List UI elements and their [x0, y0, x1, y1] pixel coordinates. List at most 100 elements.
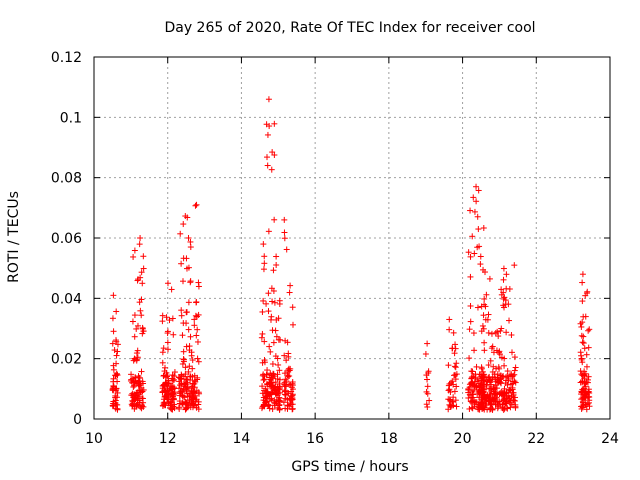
data-point [451, 363, 458, 370]
data-point [578, 352, 585, 359]
data-point [284, 339, 291, 346]
data-point [265, 308, 272, 315]
data-point [466, 405, 473, 412]
data-point [133, 325, 140, 332]
data-point [499, 392, 506, 399]
data-point [193, 201, 200, 208]
data-point [476, 390, 483, 397]
data-point [447, 389, 454, 396]
data-point [193, 298, 200, 305]
data-point [487, 357, 494, 364]
data-point [159, 359, 166, 366]
data-point [281, 216, 288, 223]
data-point [272, 400, 279, 407]
data-point [169, 315, 176, 322]
data-point [475, 376, 482, 383]
data-point [176, 385, 183, 392]
data-point [506, 394, 513, 401]
data-point [445, 396, 452, 403]
data-point [467, 318, 474, 325]
data-point [580, 340, 587, 347]
data-point [134, 322, 141, 329]
data-point [579, 298, 586, 305]
data-point [487, 377, 494, 384]
axis-ticks: 10 12 14 16 18 20 22 24 0 0.02 0.04 0.06 0.08 0.1 0.12 [51, 50, 619, 447]
data-point [486, 397, 493, 404]
data-point [501, 405, 508, 412]
data-point [479, 399, 486, 406]
data-point [583, 351, 590, 358]
data-point [185, 234, 192, 241]
data-point [426, 397, 433, 404]
data-point [502, 297, 509, 304]
data-point [167, 404, 174, 411]
data-point [473, 183, 480, 190]
data-point [504, 368, 511, 375]
data-point [580, 399, 587, 406]
data-point [113, 360, 120, 367]
data-point [501, 304, 508, 311]
data-point [170, 331, 177, 338]
data-point [109, 315, 116, 322]
data-point [482, 269, 489, 276]
data-point [474, 213, 481, 220]
data-point [582, 313, 589, 320]
data-point [188, 352, 195, 359]
data-point [269, 149, 276, 156]
data-point [494, 328, 501, 335]
data-point [452, 364, 459, 371]
data-point [578, 405, 585, 412]
data-point [452, 397, 459, 404]
data-point [473, 363, 480, 370]
data-point [507, 404, 514, 411]
data-point [263, 154, 270, 161]
data-point [267, 370, 274, 377]
data-point [477, 261, 484, 268]
data-point [424, 383, 431, 390]
data-point [110, 328, 117, 335]
data-point [165, 377, 172, 384]
grid-lines [94, 57, 610, 419]
data-point [194, 355, 201, 362]
data-point [268, 166, 275, 173]
data-point [487, 391, 494, 398]
y-tick-label: 0.08 [51, 171, 82, 187]
data-point [511, 367, 518, 374]
data-point [474, 244, 481, 251]
data-point [265, 228, 272, 235]
data-point [423, 401, 430, 408]
data-point [471, 378, 478, 385]
data-point [259, 359, 266, 366]
data-point [577, 368, 584, 375]
data-point [113, 385, 120, 392]
data-point [269, 327, 276, 334]
data-point [511, 378, 518, 385]
x-tick-label: 10 [85, 431, 103, 447]
data-point [451, 388, 458, 395]
data-point [579, 372, 586, 379]
data-point [495, 364, 502, 371]
data-point [176, 392, 183, 399]
x-tick-label: 22 [527, 431, 545, 447]
data-point [187, 238, 194, 245]
data-point [113, 308, 120, 315]
data-point [504, 381, 511, 388]
data-point [110, 375, 117, 382]
data-point [580, 333, 587, 340]
data-point [194, 313, 201, 320]
data-point [578, 323, 585, 330]
data-point [185, 368, 192, 375]
data-point [264, 131, 271, 138]
data-point [268, 285, 275, 292]
data-point [261, 338, 268, 345]
data-point [189, 394, 196, 401]
data-point [266, 343, 273, 350]
data-point [475, 187, 482, 194]
data-point [473, 198, 480, 205]
data-point [466, 391, 473, 398]
data-point [289, 386, 296, 393]
data-point [578, 332, 585, 339]
data-point [465, 385, 472, 392]
data-point [159, 312, 166, 319]
data-point [177, 388, 184, 395]
